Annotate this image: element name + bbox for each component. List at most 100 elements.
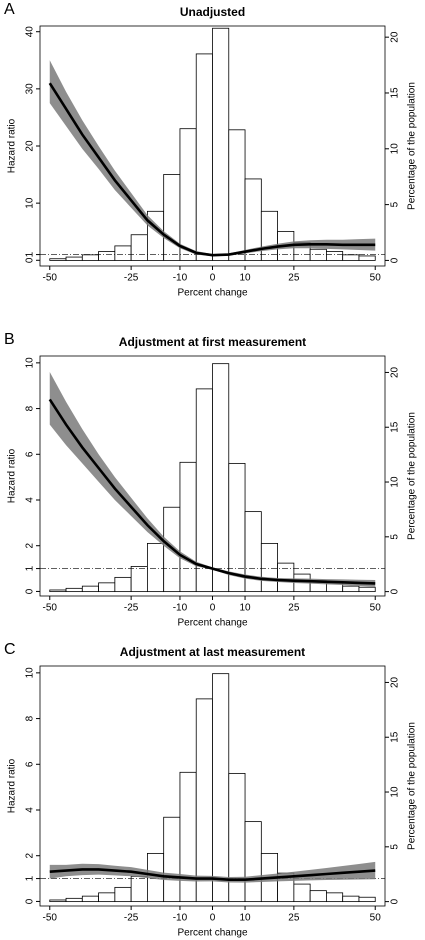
- histogram-bar: [212, 363, 230, 593]
- panel-label: A: [4, 1, 15, 18]
- x-tick-label: 25: [288, 273, 300, 284]
- histogram-bar: [358, 896, 376, 903]
- x-tick-label: 25: [288, 913, 300, 924]
- histogram-bar: [65, 587, 83, 593]
- histogram-bar: [195, 388, 213, 593]
- y-tick-label: 20: [25, 140, 36, 152]
- x-axis-label: Percent change: [177, 618, 247, 629]
- histogram-bar: [277, 562, 295, 593]
- x-tick-label: -25: [124, 273, 139, 284]
- y-axis-label: Hazard ratio: [7, 758, 18, 813]
- histogram-bar: [358, 255, 376, 261]
- y-tick-label: 40: [25, 26, 36, 38]
- confidence-band: [49, 372, 376, 587]
- y2-tick-label: 15: [390, 87, 401, 99]
- y2-tick-label: 10: [390, 786, 401, 798]
- histogram-bar: [98, 892, 116, 903]
- y2-axis-label: Percentage of the population: [407, 412, 418, 540]
- y-tick-label: 6: [25, 761, 36, 767]
- x-tick-label: 50: [370, 603, 382, 614]
- chart-title: Unadjusted: [180, 5, 245, 19]
- histogram-bar: [81, 585, 99, 593]
- x-tick-label: -25: [124, 603, 139, 614]
- histogram-bar: [293, 883, 311, 903]
- y-tick-label: 6: [25, 451, 36, 457]
- x-tick-label: -25: [124, 913, 139, 924]
- y-axis-label: Hazard ratio: [7, 118, 18, 173]
- y-tick-label: 1: [25, 875, 36, 881]
- histogram-bar: [81, 895, 99, 903]
- histogram-bar: [342, 895, 360, 903]
- y-tick-label: 0: [25, 588, 36, 594]
- y2-axis-label: Percentage of the population: [407, 82, 418, 210]
- histogram-bar: [65, 897, 83, 903]
- y2-tick-label: 15: [390, 421, 401, 433]
- y2-tick-label: 20: [390, 31, 401, 43]
- y-tick-label: 8: [25, 715, 36, 721]
- y-tick-label: 4: [25, 497, 36, 503]
- y2-tick-label: 0: [390, 257, 401, 263]
- y-tick-label: 2: [25, 852, 36, 858]
- y2-tick-label: 0: [390, 898, 401, 904]
- x-tick-label: -50: [43, 273, 58, 284]
- y2-tick-label: 5: [390, 844, 401, 850]
- chart-title: Adjustment at first measurement: [119, 335, 306, 349]
- histogram-bar: [195, 53, 213, 261]
- histogram-bar: [358, 586, 376, 593]
- histogram-bar: [309, 890, 327, 903]
- y-tick-label: 30: [25, 83, 36, 95]
- y-tick-label: 1: [25, 565, 36, 571]
- histogram-bar: [49, 258, 67, 261]
- y2-tick-label: 10: [390, 476, 401, 488]
- x-axis-label: Percent change: [177, 288, 247, 299]
- x-tick-label: 10: [239, 603, 251, 614]
- y-axis-label: Hazard ratio: [7, 448, 18, 503]
- histogram-bar: [260, 542, 278, 593]
- y2-tick-label: 5: [390, 534, 401, 540]
- y-tick-label: 4: [25, 807, 36, 813]
- y-tick-label: 0: [25, 257, 36, 263]
- histogram-bar: [114, 886, 132, 903]
- panel-label: B: [4, 331, 15, 348]
- histogram-bar: [260, 210, 278, 261]
- x-tick-label: 0: [210, 913, 216, 924]
- panel-label: C: [4, 641, 16, 658]
- x-tick-label: 25: [288, 603, 300, 614]
- chart-title: Adjustment at last measurement: [120, 645, 305, 659]
- y2-tick-label: 5: [390, 201, 401, 207]
- histogram-bar: [179, 128, 197, 261]
- x-axis-label: Percent change: [177, 928, 247, 939]
- x-tick-label: -10: [173, 603, 188, 614]
- histogram-bar: [130, 566, 148, 593]
- x-tick-label: 0: [210, 603, 216, 614]
- x-tick-label: -10: [173, 273, 188, 284]
- histogram-bar: [195, 698, 213, 903]
- histogram-bar: [114, 576, 132, 593]
- hazard-curve: [48, 82, 376, 257]
- x-tick-label: 10: [239, 913, 251, 924]
- histogram-bar: [342, 254, 360, 261]
- x-tick-label: -50: [43, 913, 58, 924]
- histogram-bar: [342, 585, 360, 593]
- y2-tick-label: 0: [390, 588, 401, 594]
- y-tick-label: 8: [25, 405, 36, 411]
- histogram-bar: [130, 234, 148, 261]
- y2-axis-label: Percentage of the population: [407, 722, 418, 850]
- confidence-band: [49, 60, 376, 257]
- histogram-bar: [228, 129, 246, 261]
- hazard-curve: [49, 868, 376, 882]
- histogram-bar: [163, 174, 181, 261]
- histogram-bar: [163, 816, 181, 903]
- histogram-bar: [98, 251, 116, 261]
- y-tick-label: 1: [25, 251, 36, 257]
- histogram-bar: [130, 876, 148, 903]
- x-tick-label: 0: [210, 273, 216, 284]
- x-tick-label: 50: [370, 273, 382, 284]
- histogram-bar: [49, 899, 67, 903]
- histogram-bar: [326, 251, 344, 261]
- histogram-bar: [65, 256, 83, 261]
- y-tick-label: 10: [25, 197, 36, 209]
- x-tick-label: 50: [370, 913, 382, 924]
- histogram-bar: [326, 892, 344, 903]
